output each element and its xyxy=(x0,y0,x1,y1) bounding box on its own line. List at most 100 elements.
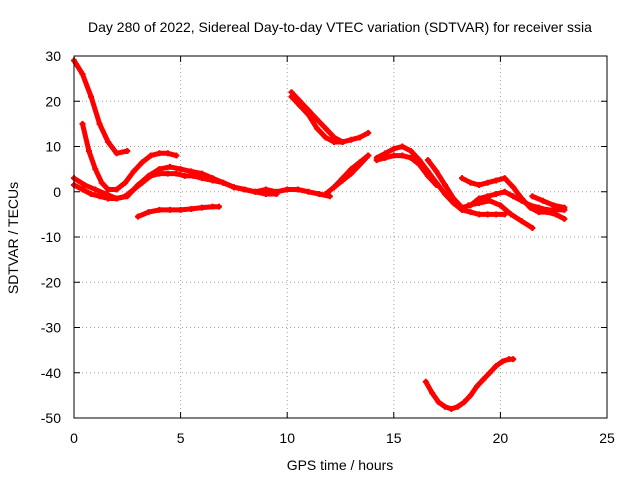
data-point xyxy=(262,191,269,198)
data-point xyxy=(473,383,480,390)
data-point xyxy=(166,206,173,213)
data-point xyxy=(390,152,397,159)
series-line xyxy=(80,121,179,192)
series-arc-9 xyxy=(331,152,372,191)
y-tick-label: 20 xyxy=(45,93,61,109)
data-point xyxy=(493,362,500,369)
data-point xyxy=(241,186,248,193)
data-point xyxy=(416,161,423,168)
data-point xyxy=(433,181,440,188)
data-point xyxy=(181,172,188,179)
data-point xyxy=(441,181,448,188)
chart-title: Day 280 of 2022, Sidereal Day-to-day VTE… xyxy=(88,19,592,35)
data-point xyxy=(220,179,227,186)
data-point xyxy=(92,186,99,193)
x-tick-label: 25 xyxy=(599,430,615,446)
data-point xyxy=(314,116,321,123)
data-point xyxy=(230,184,237,191)
data-point xyxy=(499,358,506,365)
data-point xyxy=(79,186,86,193)
y-tick-label: -40 xyxy=(41,365,61,381)
x-axis-title: GPS time / hours xyxy=(287,457,394,473)
data-point xyxy=(429,390,436,397)
data-point xyxy=(198,204,205,211)
x-tick-label: 15 xyxy=(386,430,402,446)
data-point xyxy=(441,403,448,410)
data-point xyxy=(467,392,474,399)
data-point xyxy=(177,206,184,213)
data-point xyxy=(441,191,448,198)
data-point xyxy=(177,166,184,173)
data-point xyxy=(497,202,504,209)
series-arc-15 xyxy=(529,193,568,211)
data-point xyxy=(209,203,216,210)
data-point xyxy=(96,193,103,200)
data-point xyxy=(130,186,137,193)
data-point xyxy=(484,193,491,200)
data-point xyxy=(518,218,525,225)
data-point xyxy=(273,191,280,198)
data-point xyxy=(294,186,301,193)
data-point xyxy=(510,356,517,363)
data-point xyxy=(529,193,536,200)
data-point xyxy=(422,378,429,385)
x-tick-label: 0 xyxy=(70,430,78,446)
data-point xyxy=(314,125,321,132)
data-point xyxy=(105,138,112,145)
y-tick-label: 30 xyxy=(45,48,61,64)
data-point xyxy=(79,71,86,78)
data-point xyxy=(561,204,568,211)
series-arc-2 xyxy=(79,120,180,193)
series-arc-12 xyxy=(424,157,568,213)
data-point xyxy=(484,211,491,218)
data-point xyxy=(365,152,372,159)
data-point xyxy=(435,399,442,406)
data-point xyxy=(461,399,468,406)
data-point xyxy=(480,376,487,383)
data-point xyxy=(322,125,329,132)
data-point xyxy=(433,168,440,175)
y-tick-label: -20 xyxy=(41,274,61,290)
data-point xyxy=(113,195,120,202)
data-point xyxy=(322,191,329,198)
data-point xyxy=(561,215,568,222)
data-point xyxy=(296,102,303,109)
data-point xyxy=(96,120,103,127)
data-point xyxy=(316,191,323,198)
data-point xyxy=(339,138,346,145)
data-point xyxy=(540,197,547,204)
data-point xyxy=(322,134,329,141)
data-point xyxy=(88,93,95,100)
data-point xyxy=(156,150,163,157)
data-point xyxy=(544,209,551,216)
data-point xyxy=(331,184,338,191)
series-arc-6 xyxy=(288,89,372,145)
data-point xyxy=(501,175,508,182)
data-point xyxy=(365,129,372,136)
data-point xyxy=(348,136,355,143)
data-point xyxy=(535,209,542,216)
data-point xyxy=(356,159,363,166)
data-point xyxy=(113,150,120,157)
series-arc-11 xyxy=(373,152,440,188)
data-point xyxy=(215,203,222,210)
data-point xyxy=(147,152,154,159)
x-tick-label: 10 xyxy=(279,430,295,446)
series-arc-16 xyxy=(422,356,517,412)
data-point xyxy=(493,177,500,184)
series-arc-7 xyxy=(288,93,346,145)
data-point xyxy=(510,193,517,200)
data-point xyxy=(331,138,338,145)
data-point xyxy=(476,181,483,188)
series-arc-14 xyxy=(465,197,536,231)
data-point xyxy=(467,209,474,216)
data-point xyxy=(493,211,500,218)
data-point xyxy=(424,157,431,164)
data-point xyxy=(188,205,195,212)
y-tick-label: 0 xyxy=(53,184,61,200)
y-tick-label: -50 xyxy=(41,410,61,426)
series-line xyxy=(529,193,567,211)
data-point xyxy=(209,177,216,184)
data-point xyxy=(139,179,146,186)
